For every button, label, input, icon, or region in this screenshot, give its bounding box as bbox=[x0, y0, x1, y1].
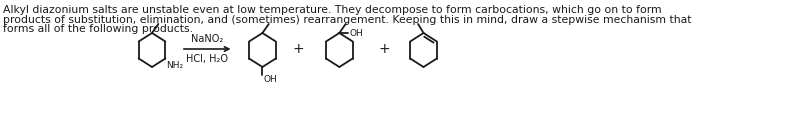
Text: NH₂: NH₂ bbox=[166, 60, 183, 69]
Text: OH: OH bbox=[349, 28, 363, 37]
Text: OH: OH bbox=[264, 75, 277, 84]
Text: NaNO₂: NaNO₂ bbox=[191, 34, 223, 44]
Text: +: + bbox=[379, 42, 391, 56]
Text: products of substitution, elimination, and (sometimes) rearrangement. Keeping th: products of substitution, elimination, a… bbox=[2, 15, 692, 25]
Text: +: + bbox=[293, 42, 304, 56]
Text: Alkyl diazonium salts are unstable even at low temperature. They decompose to fo: Alkyl diazonium salts are unstable even … bbox=[2, 5, 661, 15]
Text: HCl, H₂O: HCl, H₂O bbox=[187, 54, 228, 64]
Text: forms all of the following products.: forms all of the following products. bbox=[2, 24, 193, 34]
